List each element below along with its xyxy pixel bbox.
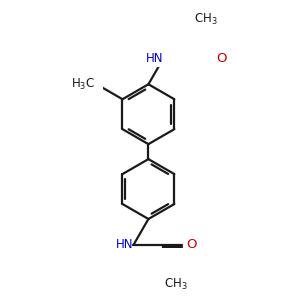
Text: HN: HN xyxy=(116,238,134,251)
Text: O: O xyxy=(186,238,196,251)
Text: O: O xyxy=(216,52,226,65)
Text: CH$_3$: CH$_3$ xyxy=(164,276,188,292)
Text: HN: HN xyxy=(146,52,164,65)
Text: CH$_3$: CH$_3$ xyxy=(194,12,218,27)
Text: H$_3$C: H$_3$C xyxy=(71,77,95,92)
